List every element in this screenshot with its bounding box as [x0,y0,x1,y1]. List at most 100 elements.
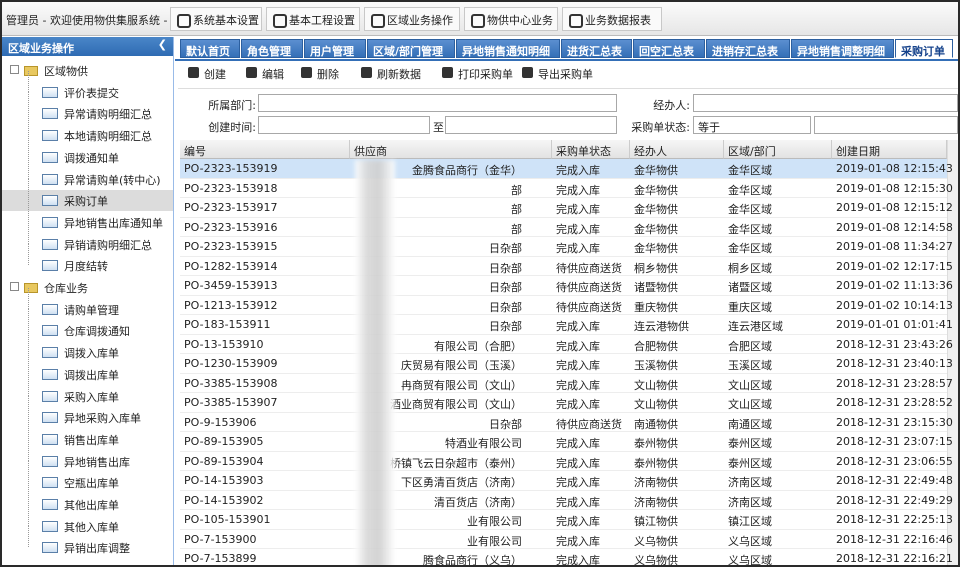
menu-button[interactable]: 业务数据报表 [562,7,662,31]
tree-item[interactable]: 异常请购单(转中心) [2,157,173,190]
tree-line [28,157,29,179]
table-cell: 2018-12-31 22:25:13 [832,510,953,530]
item-icon [42,455,58,467]
tab[interactable]: 进货汇总表 [561,39,632,58]
tree-item[interactable]: 请购单管理 [2,287,173,320]
table-cell: 2019-01-02 10:14:13 [832,296,953,315]
tree-line [28,179,29,201]
table-cell: 2018-12-31 23:40:13 [832,354,953,374]
toolbar-button[interactable]: 刷新数据 [359,66,421,82]
tree-item[interactable]: 评价表提交 [2,70,173,103]
tree-item[interactable]: 空瓶出库单 [2,461,173,493]
tab[interactable]: 默认首页 [180,39,240,58]
table-cell: 有限公司（合肥） [350,335,552,354]
toolbar-button[interactable]: 删除 [299,66,339,82]
tree-item[interactable]: 异地销售出库 [2,439,173,472]
tree-item[interactable]: 异常请购明细汇总 [2,92,173,124]
tree-item[interactable]: 异地采购入库单 [2,396,173,428]
tree-item[interactable]: 仓库调拨通知 [2,309,173,341]
table-cell: 2018-12-31 23:43:26 [832,335,953,354]
tree-item[interactable]: 异地销售出库通知单 [2,200,173,233]
table-cell: 义乌区域 [724,549,832,565]
table-cell: 泰州区域 [724,452,832,471]
tab[interactable]: 异地销售通知明细 [456,39,560,58]
item-icon [42,195,58,207]
tab[interactable]: 进销存汇总表 [706,39,790,58]
tab[interactable]: 区域/部门管理 [367,39,455,58]
table-cell: 待供应商送货 [552,276,630,296]
toolbar-button[interactable]: 导出采购单 [520,66,593,82]
tree-item[interactable]: 采购入库单 [2,374,173,407]
tree-item[interactable]: 其他入库单 [2,504,173,537]
table-cell: 清百货店（济南） [350,491,552,510]
tab[interactable]: 回空汇总表 [633,39,705,58]
tab[interactable]: 采购订单 [895,39,953,58]
menu-button[interactable]: 区域业务操作 [364,7,460,31]
table-cell: PO-3385-153908 [180,374,350,393]
column-header[interactable]: 区域/部门 [724,140,832,159]
item-icon [42,477,58,489]
table-cell: 特酒业有限公司 [350,432,552,452]
table-cell: PO-2323-153919 [180,159,350,179]
table-cell: 完成入库 [552,491,630,510]
table-cell: 义乌物供 [630,549,724,565]
tab[interactable]: 用户管理 [304,39,366,58]
menu-button[interactable]: 系统基本设置 [170,7,262,31]
toolbar-button[interactable]: 创建 [186,66,226,82]
tree-group[interactable]: 仓库业务 [2,277,173,298]
column-header[interactable]: 编号 [180,140,350,159]
item-icon [42,542,58,554]
column-header[interactable]: 经办人 [630,140,724,159]
tree-line [28,331,29,353]
tree-label: 异地采购入库单 [64,412,141,426]
table-cell: 完成入库 [552,393,630,413]
tree-item[interactable]: 其他出库单 [2,483,173,515]
item-icon [42,151,58,163]
table-cell: 济南物供 [630,491,724,510]
tree-label: 异常请购明细汇总 [64,108,152,122]
tab[interactable]: 异地销售调整明细 [791,39,894,58]
tree-item[interactable]: 本地请购明细汇总 [2,114,173,146]
toolbar-button[interactable]: 打印采购单 [440,66,513,82]
handler-input[interactable] [693,94,958,112]
tree-item[interactable]: 异销出库调整 [2,526,173,558]
tree-line [28,70,29,92]
toolbar-divider [178,88,958,89]
operator-select[interactable]: 等于 [693,116,811,134]
tab[interactable]: 角色管理 [241,39,303,58]
table-cell: 完成入库 [552,335,630,354]
table-cell: 完成入库 [552,471,630,491]
menu-button[interactable]: 物供中心业务 [464,7,558,31]
menu-button[interactable]: 基本工程设置 [266,7,360,31]
filter-label: 所属部门: [208,99,256,112]
toolbar-button[interactable]: 编辑 [244,66,284,82]
table-cell: 待供应商送货 [552,257,630,276]
table-cell: 泰州区域 [724,432,832,452]
table-cell: PO-14-153903 [180,471,350,491]
tree-item[interactable]: 异销请购明细汇总 [2,222,173,255]
column-header[interactable]: 供应商 [350,140,552,159]
filter-label: 采购单状态: [631,121,690,134]
tree-item[interactable]: 销售出库单 [2,417,173,450]
table-cell: 待供应商送货 [552,413,630,432]
date-from[interactable] [258,116,430,134]
status-input[interactable] [814,116,958,134]
table-cell: 酒业商贸有限公司（文山） [350,393,552,413]
tree-item[interactable]: 调拨出库单 [2,352,173,385]
tree-item[interactable]: 月度结转 [2,244,173,276]
tree-line [28,352,29,374]
item-icon [42,108,58,120]
column-header[interactable]: 创建日期 [832,140,947,159]
scrollbar[interactable] [947,140,958,565]
tree-item[interactable]: 调拨通知单 [2,135,173,168]
department-select[interactable] [258,94,617,112]
table-cell: 文山物供 [630,374,724,393]
date-to[interactable] [445,116,617,134]
table-cell: 合肥区域 [724,335,832,354]
tree-item[interactable]: 调拨入库单 [2,331,173,363]
column-header[interactable]: 采购单状态 [552,140,630,159]
tree-group[interactable]: 区域物供 [2,60,173,81]
table-cell: 2019-01-08 12:15:30 [832,179,953,198]
tree-item[interactable]: 采购订单 [2,179,173,212]
tree-label: 空瓶出库单 [64,477,119,491]
